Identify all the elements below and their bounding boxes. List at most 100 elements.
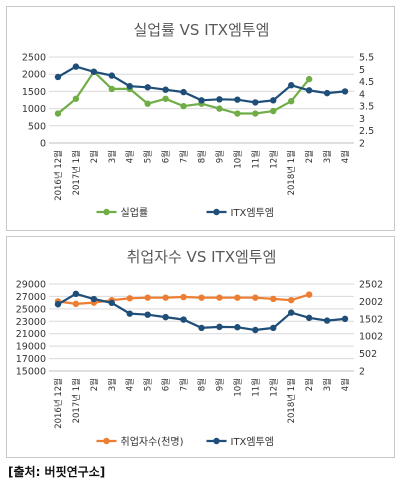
y-right-tick-label: 3 (359, 114, 365, 125)
data-point (216, 105, 223, 112)
data-point (234, 294, 241, 301)
y-right-tick-label: 3.5 (359, 102, 374, 113)
x-tick-label: 12월 (268, 378, 279, 397)
legend-label: 취업자수(천명) (121, 435, 184, 448)
data-point (305, 291, 313, 298)
x-tick-label: 5월 (143, 150, 154, 163)
data-point (126, 310, 133, 317)
data-point (234, 110, 241, 117)
data-point (198, 324, 205, 332)
y-right-tick-label: 2 (359, 367, 365, 378)
x-tick-label: 9월 (214, 378, 225, 391)
data-point (288, 309, 295, 316)
data-point (54, 73, 62, 81)
x-tick-label: 7월 (179, 378, 190, 391)
data-point (54, 301, 62, 308)
unemployment-chart-panel: 실업률 VS ITX엠투엠 0 500 1000 1500 2000 2500 2 2.5 3 3.… (6, 6, 395, 231)
y-left-tick-label: 29000 (16, 280, 46, 291)
unemployment-chart: 실업률 VS ITX엠투엠 0 500 1000 1500 2000 2500 2 2.533.… (22, 21, 374, 219)
data-point (323, 89, 331, 97)
data-point (341, 88, 349, 95)
data-point (108, 299, 115, 307)
data-point (144, 84, 151, 91)
legend-marker (103, 208, 110, 216)
data-point (252, 326, 259, 334)
legend-entry: 실업률 (96, 206, 149, 219)
y-right-tick-label: 1002 (359, 332, 383, 343)
data-point (162, 95, 169, 102)
data-point (270, 97, 277, 104)
data-point (144, 100, 151, 107)
y-right-tick-label: 2502 (359, 280, 383, 291)
y-left-tick-label: 0 (40, 139, 46, 150)
y-right-tick-label: 502 (359, 349, 377, 360)
x-tick-label: 6월 (161, 150, 172, 163)
data-point (270, 295, 277, 303)
x-tick-label: 4월 (340, 378, 351, 391)
data-point (252, 294, 259, 301)
x-tick-label: 6월 (161, 378, 172, 391)
data-point (144, 294, 151, 301)
y-left-tick-label: 19000 (16, 342, 46, 353)
x-tick-label: 2016년 12월 (53, 378, 64, 429)
data-point (216, 323, 223, 331)
x-tick-label: 2016년 12월 (53, 150, 64, 201)
series-line-1 (57, 65, 346, 104)
legend-entry: ITX엠투엠 (206, 207, 275, 219)
y-left-tick-label: 17000 (16, 354, 46, 365)
data-point (72, 95, 80, 102)
legend-label: ITX엠투엠 (231, 207, 275, 219)
data-point (323, 317, 331, 324)
y-right-tick-label: 2 (359, 139, 365, 150)
x-tick-label: 3월 (107, 150, 118, 163)
x-tick-label: 9월 (214, 150, 225, 163)
employment-chart-panel: 취업자수 VS ITX엠투엠 15000 17000 19000 21000 23000 2… (6, 236, 395, 458)
y-right-tick-label: 2.5 (359, 126, 374, 137)
chart-title: 취업자수 VS ITX엠투엠 (127, 248, 277, 266)
y-left-tick-label: 23000 (16, 317, 46, 328)
x-tick-label: 4월 (125, 378, 136, 391)
y-left-tick-label: 27000 (16, 292, 46, 303)
x-tick-label: 2017년 1월 (71, 150, 82, 195)
x-tick-label: 2월 (89, 378, 100, 391)
x-tick-label: 3월 (107, 378, 118, 391)
y-left-tick-label: 1000 (22, 104, 46, 115)
y-right-tick-label: 5 (359, 65, 365, 76)
data-point (90, 68, 98, 75)
data-point (72, 290, 80, 298)
x-tick-label: 2월 (304, 378, 315, 391)
legend-label: 실업률 (121, 206, 149, 219)
legend-entry: ITX엠투엠 (206, 436, 274, 448)
legend-entry: 취업자수(천명) (96, 435, 184, 448)
legend-marker (103, 437, 110, 445)
data-point (180, 88, 187, 96)
data-point (162, 313, 169, 321)
x-tick-label: 8월 (197, 150, 208, 163)
source-caption: [출처: 버핏연구소] (8, 465, 106, 479)
y-right-tick-label: 5.5 (359, 53, 374, 64)
data-point (305, 87, 313, 94)
data-point (180, 316, 187, 323)
legend-marker (213, 208, 220, 216)
data-point (162, 86, 169, 93)
data-point (270, 324, 277, 332)
x-tick-label: 3월 (322, 378, 333, 391)
y-right-tick-label: 4.5 (359, 77, 374, 88)
x-tick-label: 10월 (232, 378, 243, 397)
data-point (305, 75, 313, 83)
data-point (216, 96, 223, 103)
data-point (90, 295, 98, 303)
data-point (270, 107, 277, 115)
data-point (305, 314, 313, 322)
data-point (252, 99, 259, 106)
x-tick-label: 2018년 1월 (286, 378, 297, 423)
legend-marker (213, 437, 220, 445)
x-tick-label: 2018년 1월 (286, 150, 297, 195)
y-right-tick-label: 4 (359, 89, 365, 100)
x-tick-label: 3월 (322, 150, 333, 163)
data-point (288, 98, 295, 105)
data-point (198, 97, 205, 104)
x-tick-label: 2월 (304, 150, 315, 163)
data-point (234, 96, 241, 103)
data-point (288, 296, 295, 304)
